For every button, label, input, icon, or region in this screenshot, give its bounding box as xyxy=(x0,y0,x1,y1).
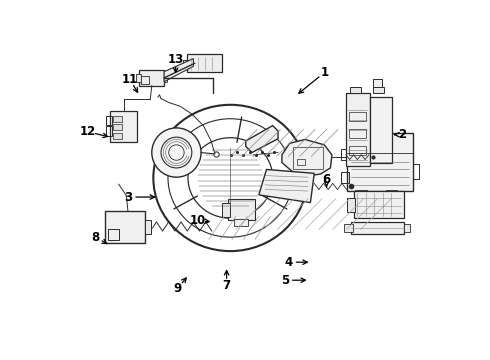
Text: 10: 10 xyxy=(190,214,206,227)
Bar xyxy=(113,124,122,130)
Bar xyxy=(349,129,366,138)
Text: 13: 13 xyxy=(168,53,184,66)
Bar xyxy=(136,74,141,82)
Bar xyxy=(373,80,382,87)
Text: 7: 7 xyxy=(222,279,231,292)
Bar xyxy=(351,222,404,234)
Bar xyxy=(141,76,149,84)
Bar xyxy=(346,93,370,166)
Bar xyxy=(373,87,384,93)
Polygon shape xyxy=(259,170,314,203)
Circle shape xyxy=(152,128,201,177)
Bar xyxy=(350,87,361,93)
Text: 8: 8 xyxy=(92,231,100,244)
Bar xyxy=(145,220,151,234)
Text: 9: 9 xyxy=(173,282,182,295)
Bar xyxy=(234,219,248,226)
Bar xyxy=(110,111,137,142)
Bar xyxy=(228,199,255,220)
Polygon shape xyxy=(245,126,278,153)
Text: 1: 1 xyxy=(320,66,329,79)
Text: 2: 2 xyxy=(398,128,406,141)
Bar xyxy=(164,74,167,82)
Text: 3: 3 xyxy=(124,190,133,203)
Bar xyxy=(187,54,222,72)
Polygon shape xyxy=(164,59,194,82)
Bar xyxy=(106,126,112,136)
Bar xyxy=(349,112,366,121)
Text: 6: 6 xyxy=(322,172,331,185)
Bar xyxy=(113,132,122,139)
Bar xyxy=(404,224,410,232)
Bar xyxy=(113,116,122,122)
Bar xyxy=(347,198,355,212)
Bar xyxy=(294,147,323,169)
Bar xyxy=(183,60,189,68)
Bar xyxy=(349,145,366,155)
Bar xyxy=(106,116,112,125)
Bar xyxy=(297,159,305,165)
Bar xyxy=(222,203,229,217)
Bar xyxy=(108,229,120,240)
Bar xyxy=(105,211,145,243)
Text: 12: 12 xyxy=(80,125,96,138)
Bar xyxy=(354,191,404,218)
Ellipse shape xyxy=(188,138,273,218)
Bar xyxy=(413,164,419,180)
Bar xyxy=(341,172,349,183)
Polygon shape xyxy=(282,139,332,176)
Bar xyxy=(343,224,353,232)
Text: 5: 5 xyxy=(281,274,289,287)
Bar xyxy=(355,189,367,197)
Bar xyxy=(341,149,349,160)
Bar xyxy=(370,97,392,163)
Bar xyxy=(140,70,164,86)
Text: 11: 11 xyxy=(122,73,138,86)
Bar xyxy=(386,189,397,197)
Text: 4: 4 xyxy=(285,256,293,269)
Bar xyxy=(347,133,413,191)
